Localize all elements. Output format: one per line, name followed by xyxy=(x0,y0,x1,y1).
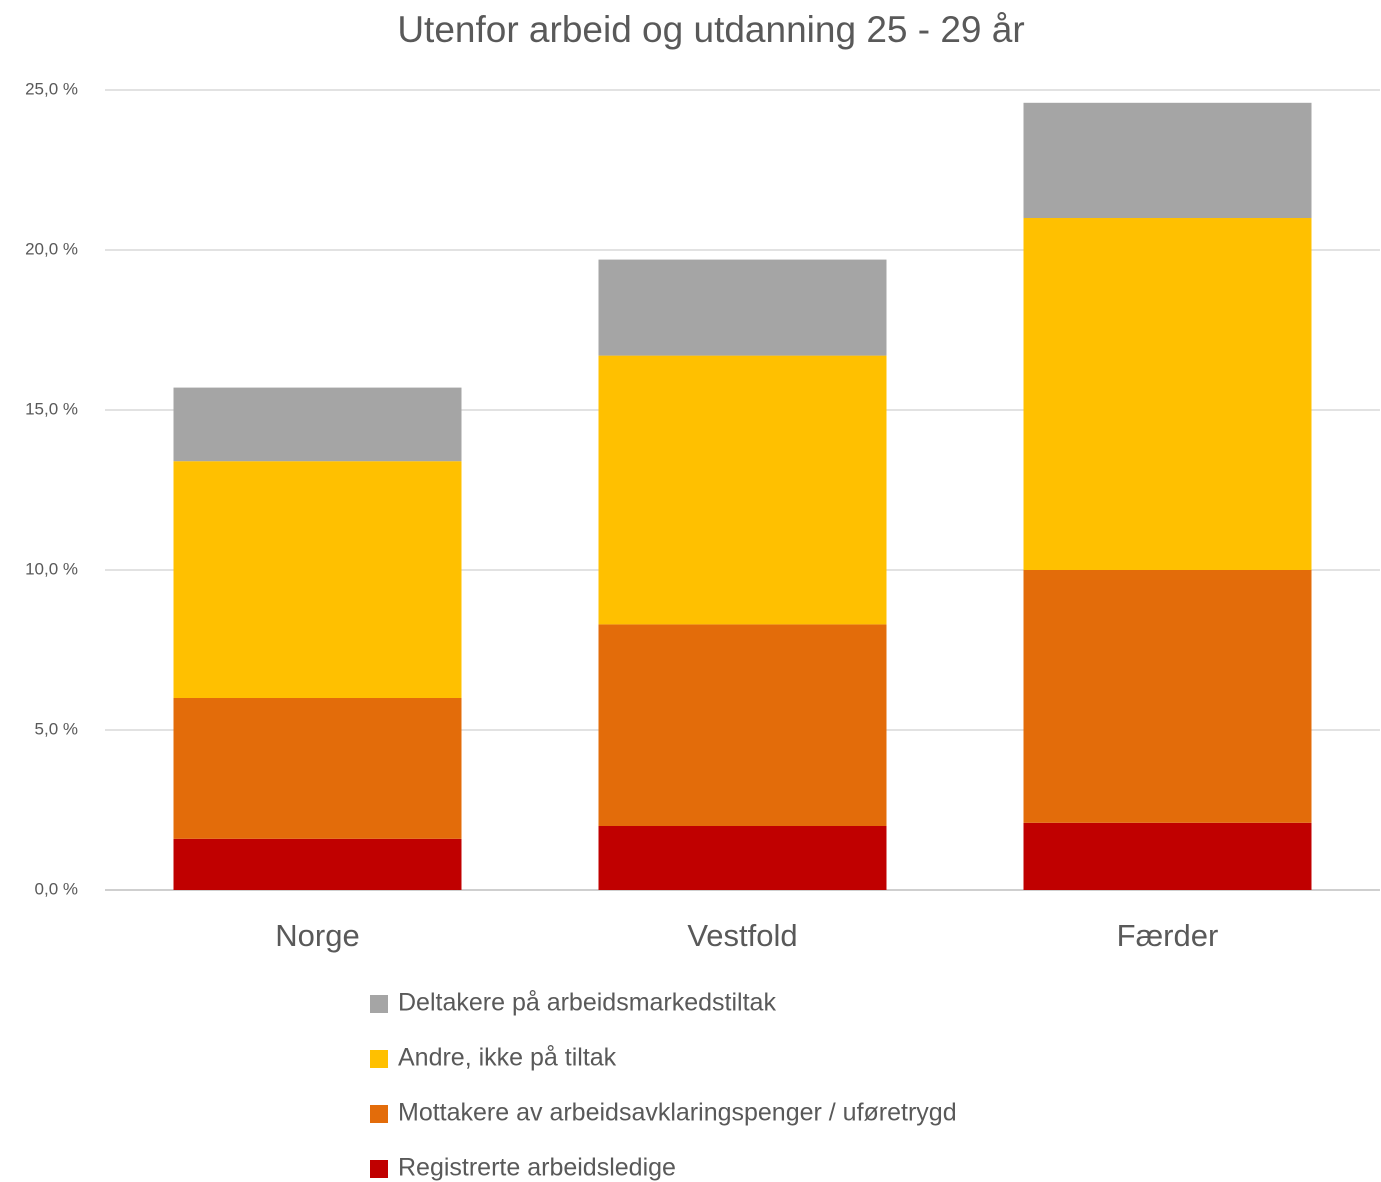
bar-segment xyxy=(598,826,887,890)
legend-swatch xyxy=(370,1105,388,1123)
y-tick-label: 25,0 % xyxy=(25,79,78,98)
legend-label: Mottakere av arbeidsavklaringspenger / u… xyxy=(398,1099,957,1127)
legend-label: Registrerte arbeidsledige xyxy=(398,1154,676,1182)
legend-swatch xyxy=(370,995,388,1013)
y-tick-label: 5,0 % xyxy=(35,719,78,738)
chart-title: Utenfor arbeid og utdanning 25 - 29 år xyxy=(397,9,1024,50)
bar-segment xyxy=(173,461,462,698)
bar-segment xyxy=(598,355,887,625)
x-tick-label: Færder xyxy=(1117,918,1219,953)
bar-segment xyxy=(1023,570,1312,823)
y-tick-label: 20,0 % xyxy=(25,239,78,258)
bar-segment xyxy=(1023,102,1312,218)
legend-swatch xyxy=(370,1050,388,1068)
x-tick-label: Norge xyxy=(275,918,359,953)
legend-label: Andre, ikke på tiltak xyxy=(398,1044,617,1072)
legend-swatch xyxy=(370,1160,388,1178)
bar-segment xyxy=(1023,822,1312,890)
x-tick-label: Vestfold xyxy=(687,918,797,953)
y-tick-label: 10,0 % xyxy=(25,559,78,578)
bar-segment xyxy=(173,698,462,839)
bar-segment xyxy=(598,259,887,356)
y-tick-label: 15,0 % xyxy=(25,399,78,418)
bar-segment xyxy=(1023,218,1312,570)
legend-label: Deltakere på arbeidsmarkedstiltak xyxy=(398,989,776,1017)
y-tick-label: 0,0 % xyxy=(35,879,78,898)
bar-segment xyxy=(173,387,462,462)
bar-segment xyxy=(598,624,887,826)
bar-segment xyxy=(173,838,462,890)
